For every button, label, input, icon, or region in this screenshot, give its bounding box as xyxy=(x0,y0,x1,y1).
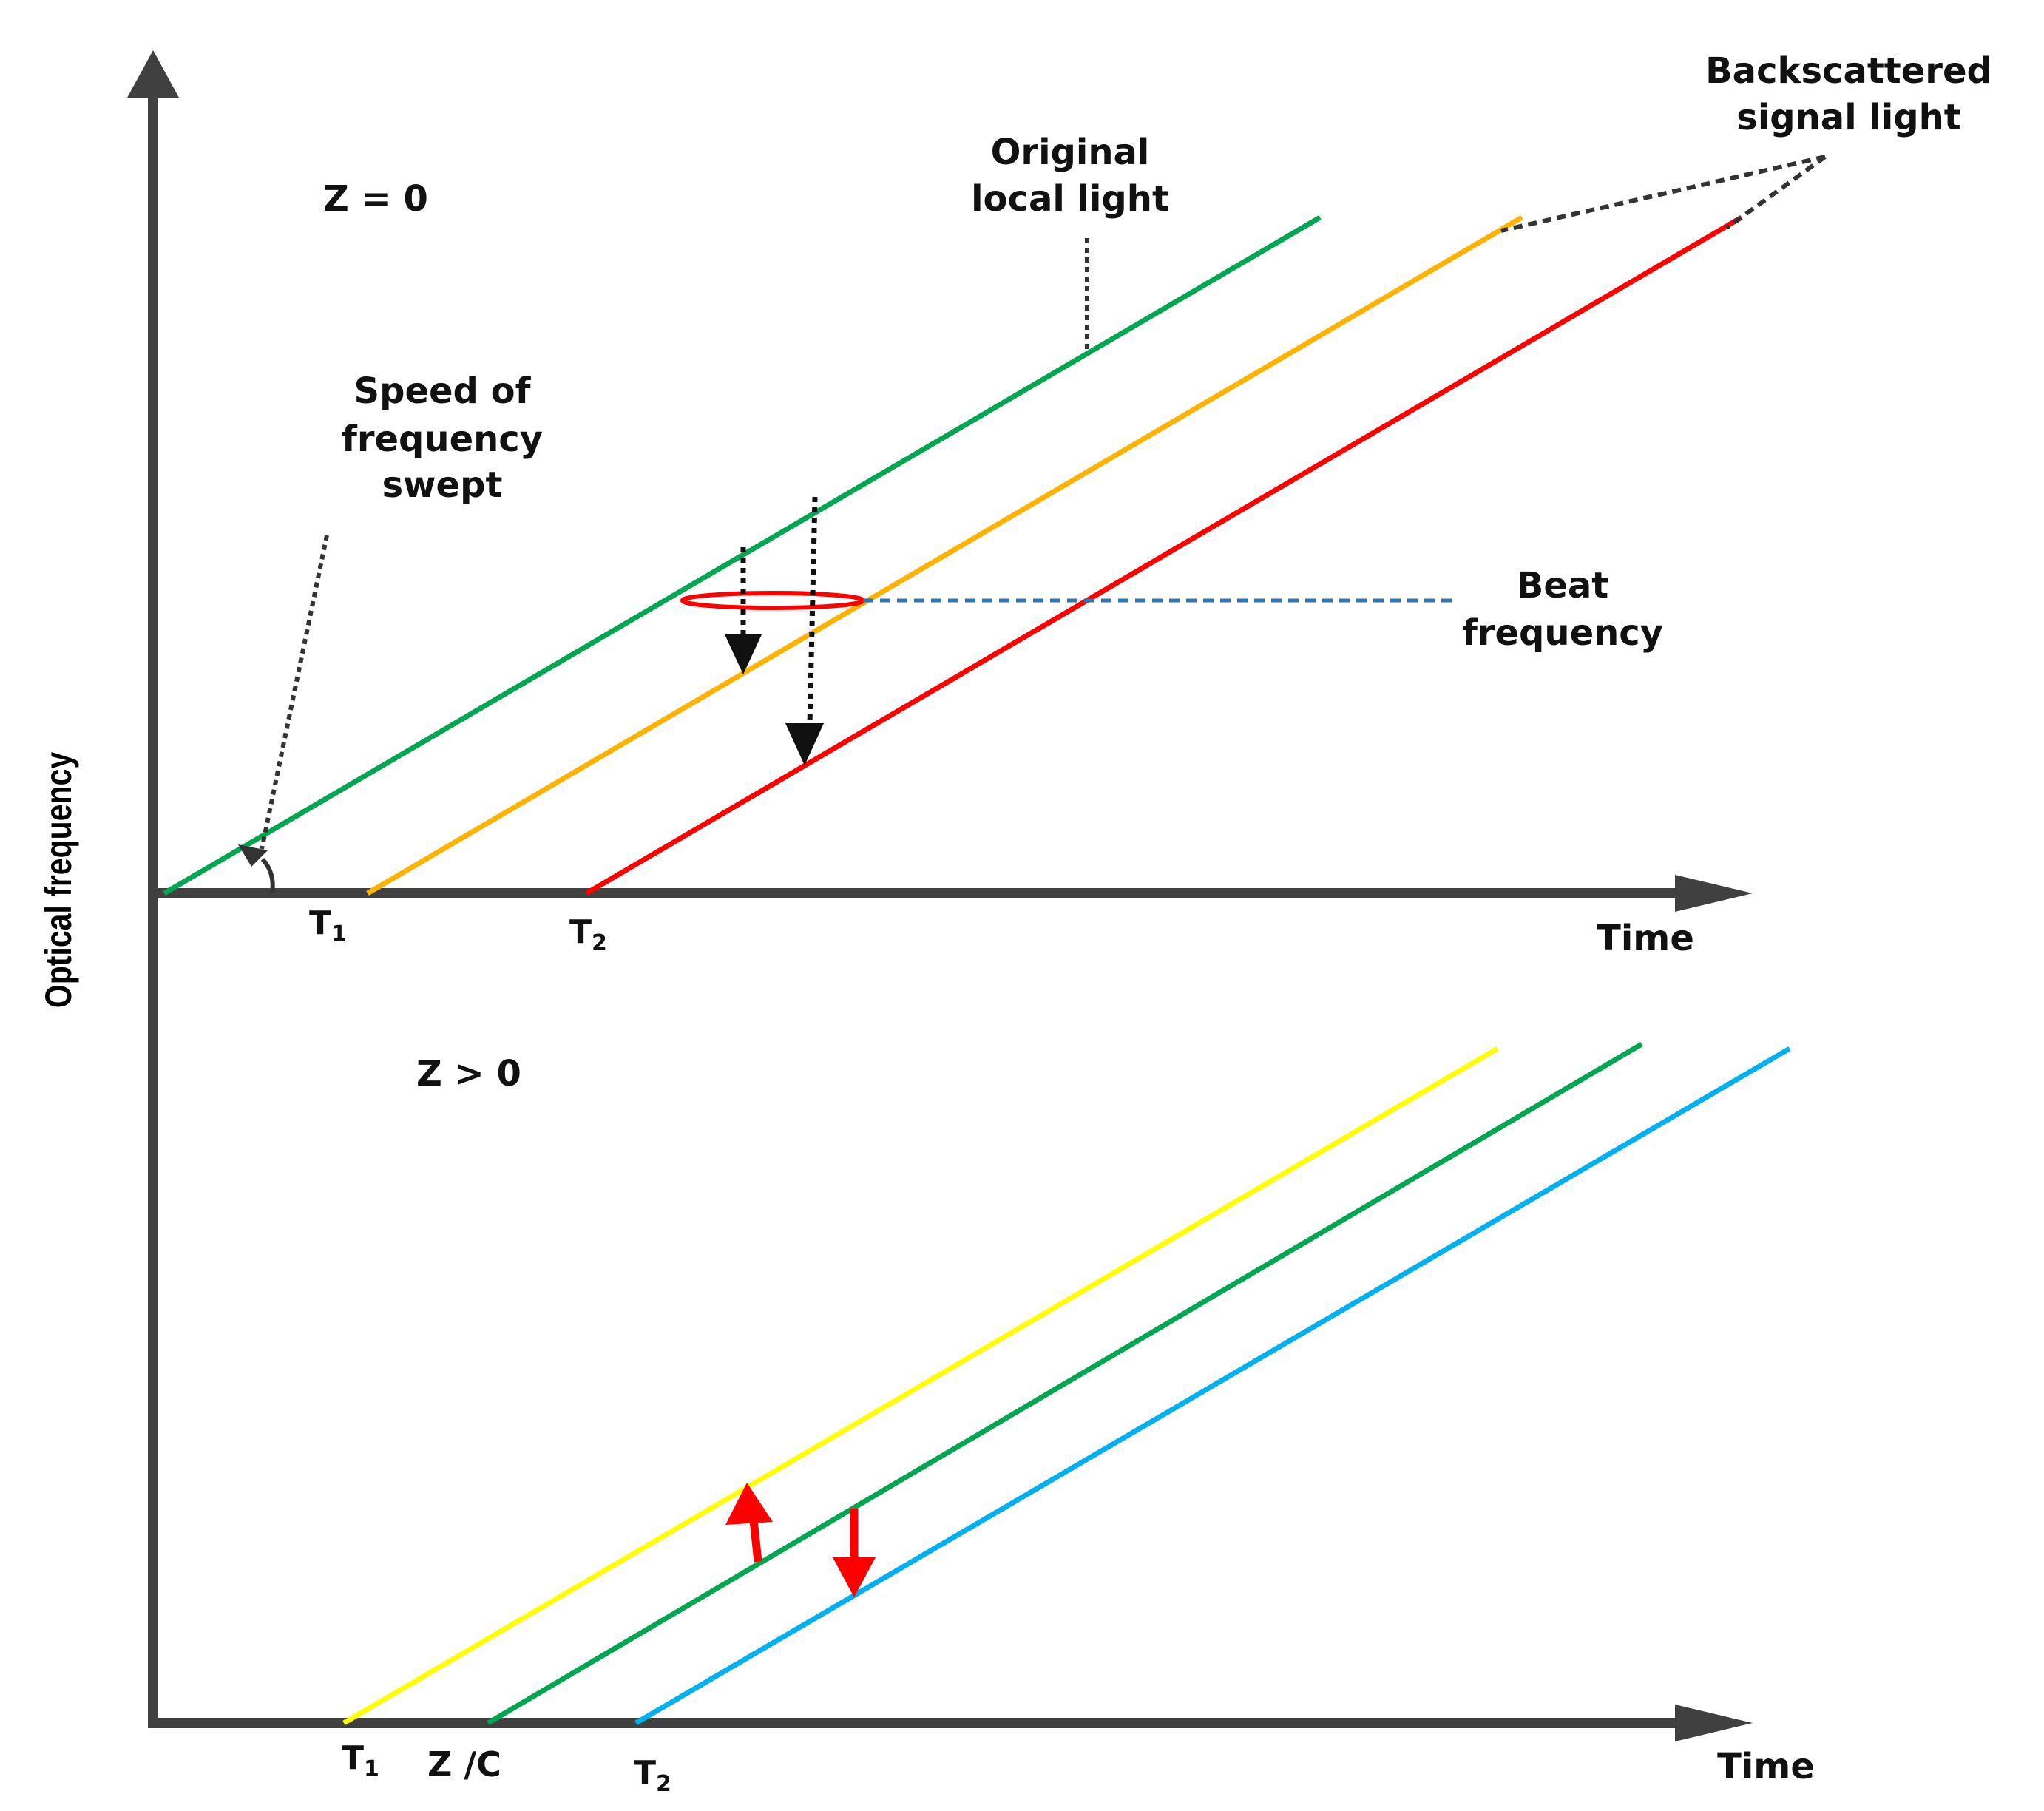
bottom-tick-t2: T2 xyxy=(634,1754,671,1797)
dotted-arrow-2-shaft xyxy=(807,496,818,725)
top-tick-t2: T2 xyxy=(569,913,607,956)
red-up-arrow-shaft xyxy=(749,1519,762,1563)
dotted-arrow-2-head xyxy=(785,723,824,765)
backscattered-label-2: signal light xyxy=(1736,97,1961,138)
top-x-axis-arrowhead xyxy=(1675,875,1753,912)
bottom-blue-line xyxy=(634,1046,1791,1726)
bottom-x-axis-arrowhead xyxy=(1675,1705,1753,1741)
bottom-x-axis xyxy=(148,1718,1693,1728)
slope-angle-arc xyxy=(260,857,275,894)
y-axis-label: Optical frequency xyxy=(38,751,79,1008)
bottom-tick-zc: Z /C xyxy=(427,1744,501,1784)
backscattered-signal-red-line xyxy=(585,214,1743,896)
beat-label-1: Beat xyxy=(1517,565,1608,606)
original-local-light-line xyxy=(163,214,1322,896)
dotted-arrow-1-head xyxy=(725,634,762,674)
original-light-label-1: Original xyxy=(991,132,1150,173)
bottom-x-axis-label: Time xyxy=(1717,1746,1815,1787)
beat-label-2: frequency xyxy=(1462,612,1663,654)
bottom-yellow-line xyxy=(342,1046,1499,1726)
top-condition-label: Z = 0 xyxy=(323,178,428,220)
y-axis xyxy=(148,89,158,1723)
backscattered-label-1: Backscattered xyxy=(1705,50,1992,92)
slope-angle-arrowhead xyxy=(238,844,268,867)
speed-label-3: swept xyxy=(382,464,503,506)
speed-label-1: Speed of xyxy=(354,370,532,412)
top-x-axis xyxy=(153,888,1691,898)
bottom-green-line xyxy=(487,1041,1643,1726)
speed-label-2: frequency xyxy=(342,419,543,460)
top-tick-t1: T1 xyxy=(309,904,347,947)
backscattered-pointer-2 xyxy=(1725,155,1827,230)
backscattered-signal-orange-line xyxy=(366,214,1523,896)
original-light-label-2: local light xyxy=(971,178,1169,220)
red-up-arrow-head xyxy=(725,1483,773,1525)
beat-ellipse xyxy=(680,591,865,610)
backscattered-pointer-1 xyxy=(1500,155,1826,233)
bottom-condition-label: Z > 0 xyxy=(416,1053,521,1094)
bottom-tick-t1: T1 xyxy=(342,1739,379,1782)
y-axis-arrowhead xyxy=(127,50,179,98)
top-x-axis-label: Time xyxy=(1597,918,1694,959)
red-down-arrow-head xyxy=(833,1557,876,1597)
